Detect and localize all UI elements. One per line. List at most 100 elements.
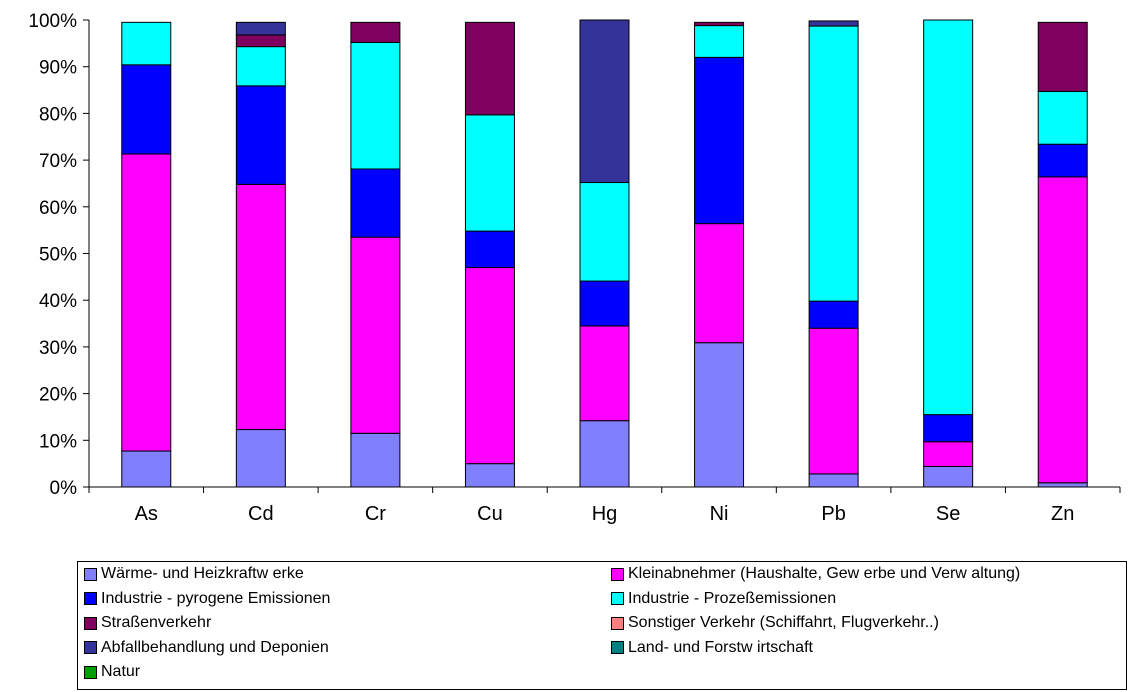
- bar-segment: [579, 182, 630, 282]
- bar-stack-as: [121, 21, 172, 488]
- x-tick-label: Ni: [710, 503, 729, 525]
- bar-segment: [350, 432, 401, 488]
- legend-swatch: [611, 616, 624, 630]
- legend-swatch: [611, 641, 624, 654]
- legend-item: Land- und Forstw irtschaft: [611, 638, 813, 658]
- bar-segment: [694, 223, 745, 344]
- legend-label: Wärme- und Heizkraftw erke: [101, 565, 304, 582]
- bar-segment: [694, 56, 745, 225]
- y-tick-label: 80%: [39, 104, 77, 125]
- legend-swatch: [611, 567, 624, 581]
- bar-segment: [694, 21, 745, 27]
- legend-label: Natur: [101, 663, 141, 680]
- bar-segment: [923, 19, 974, 416]
- bar-segment: [923, 465, 974, 488]
- y-axis: 0% 10% 20% 30% 40% 50% 60% 70% 80% 90% 100%: [28, 11, 90, 499]
- legend-label: Land- und Forstw irtschaft: [628, 638, 813, 656]
- y-tick-label: 60%: [39, 198, 77, 219]
- legend-label: Straßenverkehr: [101, 614, 212, 631]
- bar-segment: [235, 183, 286, 431]
- bar-segment: [464, 114, 515, 232]
- bar-segment: [808, 327, 859, 475]
- bar-segment: [579, 325, 630, 422]
- bar-segment: [235, 34, 286, 48]
- bar-stack-se: [923, 19, 974, 488]
- legend-label: Industrie - pyrogene Emissionen: [101, 589, 331, 607]
- bar-segment: [235, 429, 286, 488]
- legend-item: Natur: [84, 662, 140, 682]
- legend-label: Kleinabnehmer (Haushalte, Gew erbe und V…: [628, 565, 1021, 582]
- legend-swatch: [84, 641, 97, 654]
- x-tick-label: Pb: [821, 503, 845, 525]
- bar-segment: [1037, 176, 1088, 484]
- y-tick-label: 10%: [39, 431, 77, 452]
- bar-stack-cr: [350, 21, 401, 488]
- bar-segment: [923, 414, 974, 443]
- bar-segment: [808, 473, 859, 488]
- bar-segment: [350, 168, 401, 238]
- bar-segment: [1037, 21, 1088, 92]
- y-tick-label: 30%: [39, 338, 77, 359]
- bar-segment: [464, 21, 515, 116]
- legend-swatch: [611, 592, 624, 605]
- bar-segment: [1037, 482, 1088, 488]
- legend-label: Abfallbehandlung und Deponien: [101, 638, 329, 656]
- bar-segment: [694, 25, 745, 58]
- x-tick-label: As: [135, 503, 158, 525]
- legend-swatch: [84, 616, 97, 630]
- y-tick-label: 40%: [39, 291, 77, 312]
- y-tick-label: 20%: [39, 385, 77, 406]
- x-tick-label: Se: [936, 503, 960, 525]
- bar-segment: [235, 46, 286, 87]
- x-tick-label: Zn: [1051, 503, 1074, 525]
- bar-stack-cd: [235, 21, 286, 488]
- bar-segment: [694, 342, 745, 488]
- legend-item: Kleinabnehmer (Haushalte, Gew erbe und V…: [611, 564, 1020, 584]
- legend-swatch: [84, 567, 97, 581]
- x-axis: As Cd Cr Cu Hg Ni Pb Se Zn: [88, 486, 1121, 525]
- bar-stack-ni: [694, 21, 745, 488]
- bar-segment: [235, 85, 286, 185]
- bar-segment: [464, 267, 515, 465]
- x-tick-label: Cd: [248, 503, 274, 525]
- bar-segment: [350, 41, 401, 170]
- bar-stack-hg: [579, 19, 630, 488]
- bar-segment: [235, 21, 286, 36]
- bars: [121, 19, 1088, 488]
- legend-item: Industrie - pyrogene Emissionen: [84, 589, 330, 609]
- y-tick-label: 50%: [39, 245, 77, 266]
- y-tick-label: 0%: [50, 478, 78, 499]
- bar-segment: [1037, 90, 1088, 145]
- bar-segment: [923, 441, 974, 467]
- legend-item: Industrie - Prozeßemissionen: [611, 589, 836, 609]
- x-tick-label: Cu: [477, 503, 503, 525]
- bar-segment: [579, 19, 630, 184]
- y-tick-label: 70%: [39, 151, 77, 172]
- bar-stack-cu: [464, 21, 515, 488]
- bar-segment: [1037, 143, 1088, 178]
- x-tick-label: Cr: [365, 503, 386, 525]
- bar-segment: [121, 153, 172, 452]
- x-tick-label: Hg: [592, 503, 618, 525]
- legend-label: Sonstiger Verkehr (Schiffahrt, Flugverke…: [628, 614, 939, 631]
- y-tick-label: 90%: [39, 58, 77, 79]
- chart: 0% 10% 20% 30% 40% 50% 60% 70% 80% 90% 100% As Cd Cr…: [28, 11, 1121, 525]
- legend-swatch: [84, 665, 97, 679]
- bar-segment: [579, 420, 630, 488]
- bar-segment: [808, 25, 859, 302]
- bar-segment: [464, 230, 515, 269]
- legend-swatch: [84, 592, 97, 605]
- bar-segment: [121, 64, 172, 155]
- bar-segment: [350, 21, 401, 43]
- legend-item: Straßenverkehr: [84, 613, 211, 633]
- y-tick-label: 100%: [28, 11, 77, 32]
- bar-segment: [808, 20, 859, 27]
- legend-item: Abfallbehandlung und Deponien: [84, 638, 329, 658]
- legend-item: Sonstiger Verkehr (Schiffahrt, Flugverke…: [611, 613, 939, 633]
- legend-label: Industrie - Prozeßemissionen: [628, 589, 837, 607]
- legend: Wärme- und Heizkraftw erke Kleinabnehmer …: [77, 561, 1127, 690]
- bar-segment: [121, 21, 172, 66]
- bar-segment: [464, 463, 515, 488]
- legend-item: Wärme- und Heizkraftw erke: [84, 564, 304, 584]
- bar-stack-pb: [808, 20, 859, 488]
